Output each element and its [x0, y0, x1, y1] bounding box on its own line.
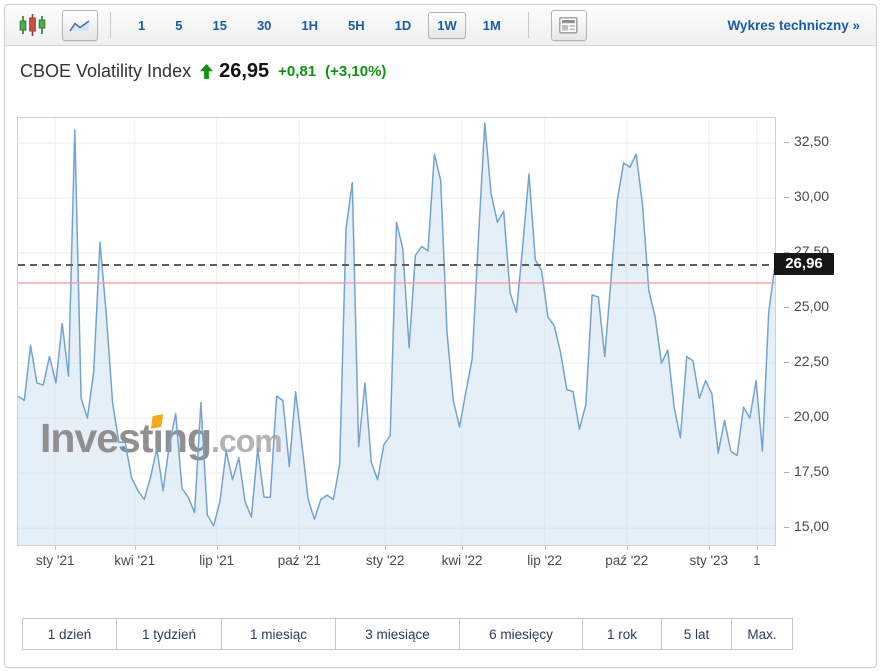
y-axis-label: 30,00	[784, 188, 829, 204]
y-axis-label: 17,50	[784, 463, 829, 479]
x-axis-tick	[299, 546, 300, 550]
x-axis-label: kwi '21	[114, 553, 156, 568]
range-button-6-miesi-cy[interactable]: 6 miesięcy	[459, 618, 583, 650]
range-button-3-miesi-ce[interactable]: 3 miesiące	[335, 618, 460, 650]
chart-plot-area[interactable]: Investi ng.com	[17, 117, 776, 546]
timeframe-group: 1 5 15 30 1H 5H 1D 1W 1M	[123, 11, 516, 39]
x-axis-tick	[217, 546, 218, 550]
x-axis-label: lip '22	[527, 553, 563, 568]
news-layout-icon[interactable]	[550, 9, 587, 41]
timeframe-1m[interactable]: 1M	[482, 17, 501, 33]
x-axis-tick	[135, 546, 136, 550]
x-axis-tick	[757, 546, 758, 550]
timeframe-5h[interactable]: 5H	[348, 17, 365, 33]
y-axis-label: 22,50	[784, 353, 829, 369]
y-axis-label: 15,00	[784, 518, 829, 534]
range-button-max-[interactable]: Max.	[731, 618, 793, 650]
timeframe-1d[interactable]: 1D	[394, 17, 412, 33]
candlestick-icon[interactable]	[19, 13, 46, 37]
x-axis-tick	[627, 546, 628, 550]
current-price-tag: 26,96	[774, 252, 834, 275]
last-price: 26,95	[219, 59, 270, 82]
chart-toolbar: 1 5 15 30 1H 5H 1D 1W 1M Wykres techniczny »	[5, 5, 876, 46]
y-axis-label: 25,00	[784, 298, 829, 314]
area-chart-icon[interactable]	[62, 9, 98, 41]
x-axis-tick	[545, 546, 546, 550]
chart-grid-and-area	[18, 118, 775, 545]
chart-widget: 1 5 15 30 1H 5H 1D 1W 1M Wykres techniczny » CBO…	[4, 4, 877, 668]
x-axis-label: lip '21	[199, 553, 235, 568]
timeframe-15[interactable]: 15	[212, 17, 227, 33]
range-button-1-tydzie-[interactable]: 1 tydzień	[116, 618, 222, 650]
instrument-header: CBOE Volatility Index 26,95 +0,81 (+3,10…	[20, 54, 386, 88]
timeframe-1[interactable]: 1	[138, 17, 146, 33]
range-row: 1 dzień 1 tydzień 1 miesiąc 3 miesiące 6 mie…	[22, 618, 793, 650]
toolbar-divider	[527, 12, 529, 38]
range-button-1-miesi-c[interactable]: 1 miesiąc	[221, 618, 336, 650]
x-axis-tick	[709, 546, 710, 550]
timeframe-5[interactable]: 5	[175, 17, 183, 33]
instrument-name: CBOE Volatility Index	[20, 60, 192, 81]
x-axis-label: kwi '22	[441, 553, 483, 568]
x-axis-label: 1	[752, 553, 761, 568]
timeframe-30[interactable]: 30	[256, 17, 272, 33]
x-axis-tick	[55, 546, 56, 550]
x-axis-label: paź '22	[605, 553, 649, 568]
price-change: +0,81	[278, 62, 317, 80]
up-arrow-icon	[200, 63, 214, 79]
x-axis-label: paź '21	[277, 553, 321, 568]
x-axis-tick	[385, 546, 386, 550]
timeframe-1w[interactable]: 1W	[428, 11, 466, 39]
range-button-1-rok[interactable]: 1 rok	[582, 618, 662, 650]
range-button-1-dzie-[interactable]: 1 dzień	[22, 618, 117, 650]
x-axis-label: sty '22	[365, 553, 405, 568]
toolbar-divider	[110, 12, 111, 38]
x-axis-tick	[462, 546, 463, 550]
price-change-percent: (+3,10%)	[325, 62, 387, 80]
range-button-5-lat[interactable]: 5 lat	[661, 618, 732, 650]
x-axis-label: sty '23	[689, 553, 729, 568]
x-axis-label: sty '21	[35, 553, 75, 568]
y-axis-label: 20,00	[784, 408, 829, 424]
y-axis-label: 32,50	[784, 133, 829, 149]
technical-chart-link[interactable]: Wykres techniczny »	[727, 17, 860, 33]
timeframe-1h[interactable]: 1H	[301, 17, 319, 33]
